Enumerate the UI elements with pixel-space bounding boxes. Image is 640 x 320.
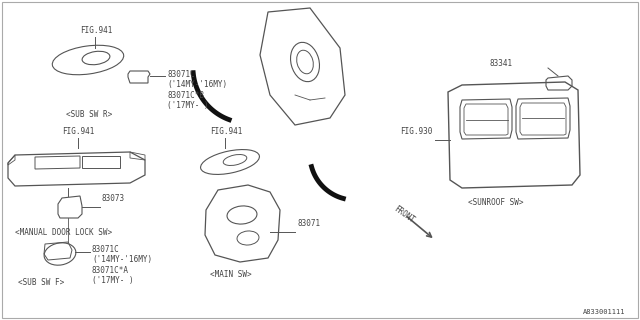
Text: 83073: 83073 <box>102 194 125 203</box>
Text: FRONT: FRONT <box>392 204 416 225</box>
Text: 83341: 83341 <box>490 59 513 68</box>
Text: A833001111: A833001111 <box>582 309 625 315</box>
Text: FIG.941: FIG.941 <box>210 127 243 136</box>
Text: <SUB SW F>: <SUB SW F> <box>18 278 64 287</box>
Text: <MANUAL DOOR LOCK SW>: <MANUAL DOOR LOCK SW> <box>15 228 112 237</box>
Text: 83071C
('14MY-'16MY)
83071C*A
('17MY- ): 83071C ('14MY-'16MY) 83071C*A ('17MY- ) <box>92 245 152 285</box>
Text: FIG.941: FIG.941 <box>80 26 113 35</box>
Text: FIG.930: FIG.930 <box>400 127 433 136</box>
Text: <MAIN SW>: <MAIN SW> <box>210 270 252 279</box>
Text: <SUB SW R>: <SUB SW R> <box>66 110 112 119</box>
Text: 83071C
('14MY-'16MY)
83071C*B
('17MY- ): 83071C ('14MY-'16MY) 83071C*B ('17MY- ) <box>167 70 227 110</box>
Text: FIG.941: FIG.941 <box>62 127 94 136</box>
Text: 83071: 83071 <box>297 219 320 228</box>
Text: <SUNROOF SW>: <SUNROOF SW> <box>468 198 524 207</box>
